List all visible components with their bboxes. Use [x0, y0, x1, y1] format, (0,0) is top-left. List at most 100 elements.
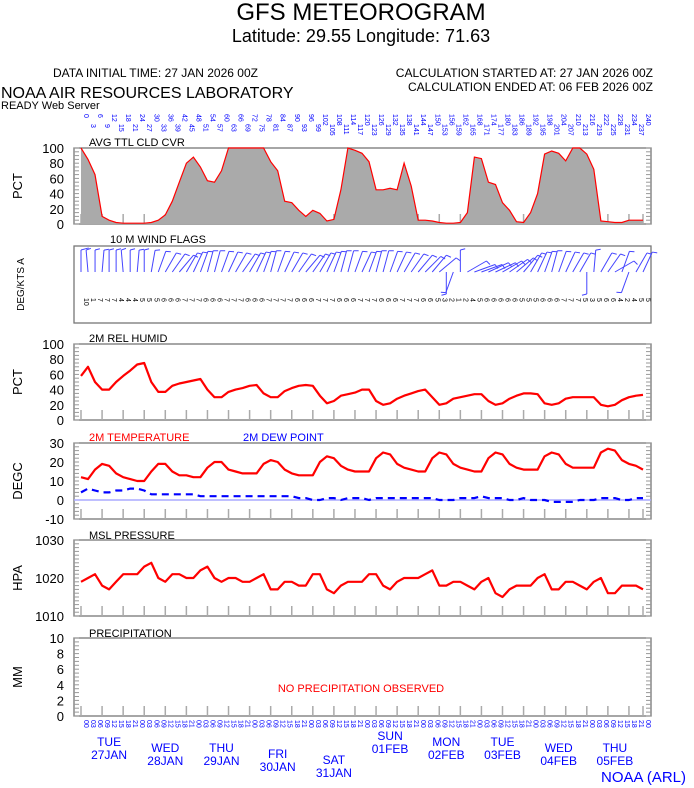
wind-barb-staff — [101, 250, 105, 273]
wind-speed-label: 1 — [454, 298, 461, 302]
day-of-week-label: SUN — [377, 729, 402, 743]
wind-barb-staff — [565, 251, 576, 273]
series-line-pressure-0 — [80, 561, 644, 599]
wind-barb-staff — [495, 262, 516, 273]
wind-speed-label: 5 — [532, 298, 539, 302]
utc-hour-label: 15 — [230, 720, 237, 728]
wind-barb-flag — [595, 248, 601, 251]
utc-hour-label: 00 — [588, 720, 595, 728]
wind-barb-flag — [440, 256, 446, 260]
utc-hour-label: 15 — [623, 720, 630, 728]
wind-speed-label: 7 — [279, 298, 286, 302]
panel-pressure: HPA MSL PRESSURE 1010 1020 1030 — [10, 530, 652, 624]
wind-speed-label: 7 — [574, 298, 581, 302]
forecast-hour-label: 201 — [553, 124, 560, 136]
forecast-hour-label: 117 — [356, 124, 363, 135]
wind-barb-staff — [544, 251, 553, 273]
wind-barb-flag — [652, 251, 658, 254]
forecast-hour-label: 90 — [293, 114, 300, 122]
panel-title: PRECIPITATION — [89, 628, 172, 640]
y-tick-label: 10 — [50, 631, 64, 646]
forecast-hour-label: 51 — [201, 124, 208, 132]
wind-barb-flag — [620, 253, 626, 257]
forecast-hour-label: 30 — [152, 114, 159, 122]
date-label: 05FEB — [597, 754, 634, 768]
forecast-hour-label: 87 — [286, 124, 293, 132]
y-tick-label: 0 — [57, 493, 64, 508]
wind-speed-label: 5 — [518, 298, 525, 302]
legend-temperature: 2M TEMPERATURE — [89, 432, 189, 444]
wind-speed-label: 7 — [187, 298, 194, 302]
forecast-hour-label: 186 — [518, 114, 525, 126]
location-subtitle: Latitude: 29.55 Longitude: 71.63 — [232, 26, 490, 46]
utc-hour-label: 15 — [286, 720, 293, 728]
wind-speed-label: 6 — [504, 298, 511, 302]
utc-hour-label: 12 — [616, 720, 623, 728]
wind-barb-flag — [336, 251, 342, 254]
utc-hour-label: 06 — [489, 720, 496, 728]
wind-speed-label: 4 — [468, 298, 475, 302]
wind-speed-label: 7 — [405, 298, 412, 302]
panel-frame — [73, 343, 652, 421]
forecast-hour-label: 177 — [496, 124, 503, 136]
utc-hour-label: 06 — [208, 720, 215, 728]
wind-barb-flag — [590, 252, 596, 255]
day-of-week-label: MON — [432, 735, 460, 749]
forecast-hour-label: 159 — [454, 124, 461, 136]
date-label: 27JAN — [91, 748, 127, 762]
forecast-hour-label: 72 — [251, 114, 258, 122]
utc-hour-label: 03 — [89, 720, 96, 728]
wind-speed-label: 6 — [293, 298, 300, 302]
utc-hour-label: 00 — [475, 720, 482, 728]
utc-hour-label: 09 — [553, 720, 560, 728]
wind-speed-label: 6 — [349, 298, 356, 302]
utc-hour-label: 00 — [419, 720, 426, 728]
forecast-hour-label: 54 — [208, 114, 215, 122]
panel-title: 10 M WIND FLAGS — [110, 234, 206, 246]
forecast-hour-label: 12 — [110, 114, 117, 122]
y-tick-label: 0 — [57, 217, 64, 232]
wind-speed-label: 5 — [644, 298, 651, 302]
utc-hour-label: 12 — [335, 720, 342, 728]
forecast-hour-label: 216 — [588, 114, 595, 126]
wind-barb-staff — [389, 251, 399, 273]
utc-hour-label: 15 — [117, 720, 124, 728]
wind-barb-staff — [438, 257, 457, 273]
wind-speed-label: 6 — [251, 298, 258, 302]
wind-barb-flag — [415, 252, 421, 255]
forecast-hour-label: 69 — [244, 124, 251, 132]
y-tick-label: 10 — [50, 474, 64, 489]
utc-hour-label: 09 — [328, 720, 335, 728]
wind-barb-flag — [144, 248, 150, 251]
wind-barb-staff — [635, 252, 648, 273]
wind-barb-flag — [176, 252, 182, 255]
wind-barb-flag — [611, 252, 617, 255]
calc-started: CALCULATION STARTED AT: 27 JAN 2026 00Z — [396, 66, 653, 80]
wind-barb-flag — [237, 251, 243, 254]
utc-hour-label: 18 — [124, 720, 131, 728]
wind-speed-label: 5 — [581, 298, 588, 302]
wind-barb-staff — [228, 251, 239, 273]
forecast-hour-label: 78 — [265, 114, 272, 122]
utc-hour-label: 09 — [272, 720, 279, 728]
y-tick-label: 100 — [42, 141, 64, 156]
y-tick-label: 40 — [50, 383, 64, 398]
wind-speed-label: 7 — [272, 298, 279, 302]
date-label: 02FEB — [428, 748, 465, 762]
utc-hour-label: 06 — [152, 720, 159, 728]
y-tick-label: -10 — [45, 512, 64, 527]
wind-speed-label: 1 — [89, 298, 96, 302]
y-tick-label: 60 — [50, 367, 64, 382]
wind-speed-label: 3 — [588, 298, 595, 302]
y-tick-label: 20 — [50, 455, 64, 470]
wind-speed-label: 7 — [363, 298, 370, 302]
forecast-hour-label: 60 — [223, 114, 230, 122]
wind-barb-staff — [558, 251, 567, 273]
wind-speed-label: 5 — [475, 298, 482, 302]
wind-speed-label: 6 — [208, 298, 215, 302]
wind-barb-staff — [157, 251, 167, 273]
utc-hour-label: 21 — [300, 720, 307, 728]
